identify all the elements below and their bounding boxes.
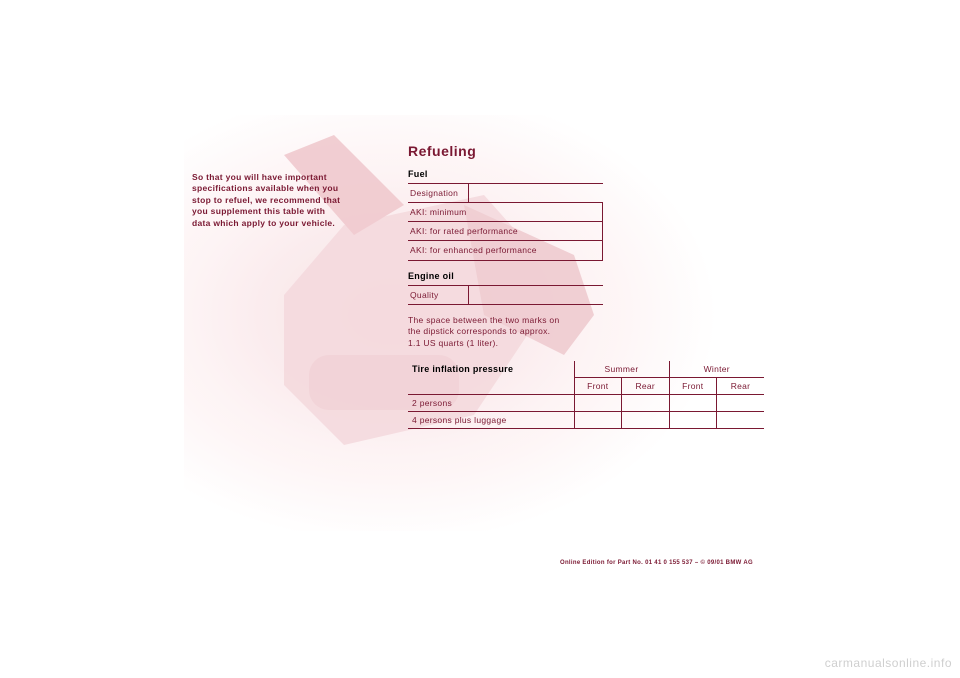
note-line: The space between the two marks on	[408, 315, 559, 325]
tire-table: Tire inflation pressure Summer Winter Fr…	[408, 361, 764, 429]
table-row: AKI: for enhanced performance	[408, 241, 603, 261]
cell	[574, 395, 622, 412]
content-area: Fuel Designation AKI: minimum AKI: for r…	[408, 169, 764, 429]
col-front: Front	[574, 378, 622, 395]
page-title: Refueling	[408, 143, 476, 159]
table-row: AKI: minimum	[408, 203, 603, 222]
watermark: carmanualsonline.info	[825, 656, 952, 670]
table-row: Quality	[408, 285, 603, 304]
edition-footer: Online Edition for Part No. 01 41 0 155 …	[560, 560, 753, 566]
table-row: AKI: for rated performance	[408, 222, 603, 241]
cell	[717, 395, 765, 412]
cell	[622, 395, 670, 412]
table-row: 4 persons plus luggage	[408, 412, 764, 429]
fuel-aki-rated: AKI: for rated performance	[408, 222, 603, 241]
fuel-table: Designation AKI: minimum AKI: for rated …	[408, 183, 603, 261]
cell	[574, 412, 622, 429]
season-summer: Summer	[574, 361, 669, 378]
table-row: 2 persons	[408, 395, 764, 412]
col-rear: Rear	[717, 378, 765, 395]
fill-cell	[468, 285, 603, 304]
fuel-aki-enhanced: AKI: for enhanced performance	[408, 241, 603, 261]
table-row: Designation	[408, 184, 603, 203]
manual-page: So that you will have important specific…	[184, 115, 776, 531]
season-winter: Winter	[669, 361, 764, 378]
fuel-heading: Fuel	[408, 169, 764, 179]
col-front: Front	[669, 378, 717, 395]
table-row: Tire inflation pressure Summer Winter	[408, 361, 764, 378]
oil-quality-label: Quality	[408, 285, 468, 304]
sidebar-note: So that you will have important specific…	[192, 172, 342, 229]
tire-section: Tire inflation pressure Summer Winter Fr…	[408, 361, 764, 429]
row-4persons: 4 persons plus luggage	[408, 412, 574, 429]
fuel-aki-min: AKI: minimum	[408, 203, 603, 222]
dipstick-note: The space between the two marks on the d…	[408, 315, 764, 349]
cell	[622, 412, 670, 429]
tire-heading: Tire inflation pressure	[408, 361, 574, 395]
engine-oil-table: Quality	[408, 285, 603, 305]
note-line: 1.1 US quarts (1 liter).	[408, 338, 498, 348]
col-rear: Rear	[622, 378, 670, 395]
cell	[717, 412, 765, 429]
fill-cell	[468, 184, 603, 203]
note-line: the dipstick corresponds to approx.	[408, 326, 550, 336]
cell	[669, 395, 717, 412]
row-2persons: 2 persons	[408, 395, 574, 412]
cell	[669, 412, 717, 429]
fuel-designation-label: Designation	[408, 184, 468, 203]
engine-oil-heading: Engine oil	[408, 271, 764, 281]
